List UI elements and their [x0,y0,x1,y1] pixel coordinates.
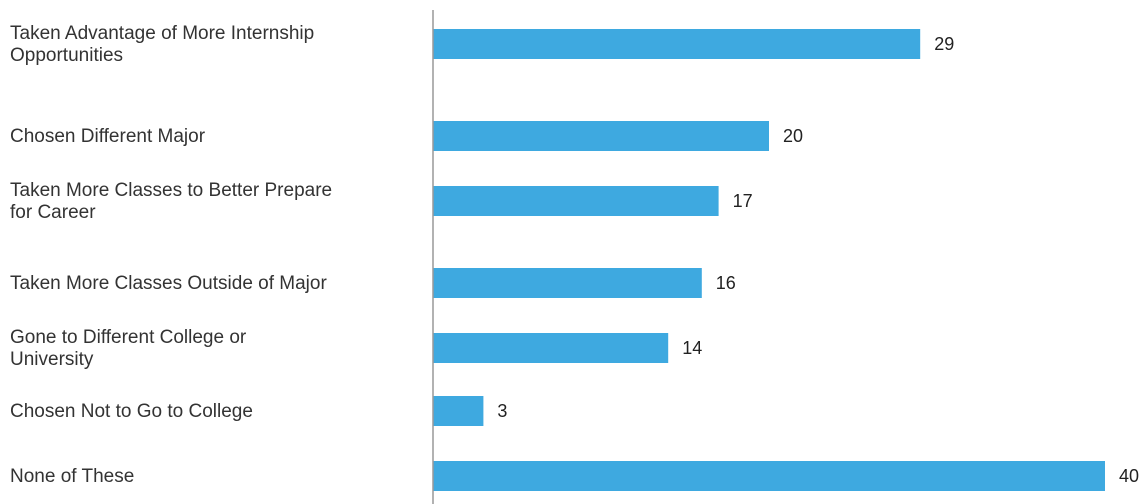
bar-chosen-different-major [433,121,769,151]
value-label-chosen-not-to-go-to-college: 3 [497,401,507,421]
bar-chosen-not-to-go-to-college [433,396,484,426]
category-label-taken-more-classes-to-better-prepare-for-career: Taken More Classes to Better Prepare for … [10,180,332,223]
bar-taken-advantage-of-more-internship-opportunities [433,29,921,59]
value-label-taken-more-classes-to-better-prepare-for-career: 17 [733,191,753,211]
bar-taken-more-classes-outside-of-major [433,268,702,298]
category-labels: Taken Advantage of More Internship Opport… [10,23,332,487]
value-label-chosen-different-major: 20 [783,126,803,146]
category-label-taken-advantage-of-more-internship-opportunities: Taken Advantage of More Internship Opport… [10,23,314,66]
value-label-none-of-these: 40 [1119,466,1139,486]
bars [433,29,1105,491]
category-label-taken-more-classes-outside-of-major: Taken More Classes Outside of Major [10,273,327,294]
category-label-chosen-different-major: Chosen Different Major [10,126,206,147]
category-label-gone-to-different-college-or-university: Gone to Different College or University [10,327,247,370]
category-label-none-of-these: None of These [10,466,134,487]
bar-gone-to-different-college-or-university [433,333,669,363]
value-labels: 29 20 17 16 14 3 40 [497,34,1139,486]
bar-none-of-these [433,461,1105,491]
value-label-gone-to-different-college-or-university: 14 [682,338,702,358]
bar-taken-more-classes-to-better-prepare-for-career [433,186,719,216]
value-label-taken-advantage-of-more-internship-opportunities: 29 [934,34,954,54]
category-label-chosen-not-to-go-to-college: Chosen Not to Go to College [10,401,253,422]
value-label-taken-more-classes-outside-of-major: 16 [716,273,736,293]
